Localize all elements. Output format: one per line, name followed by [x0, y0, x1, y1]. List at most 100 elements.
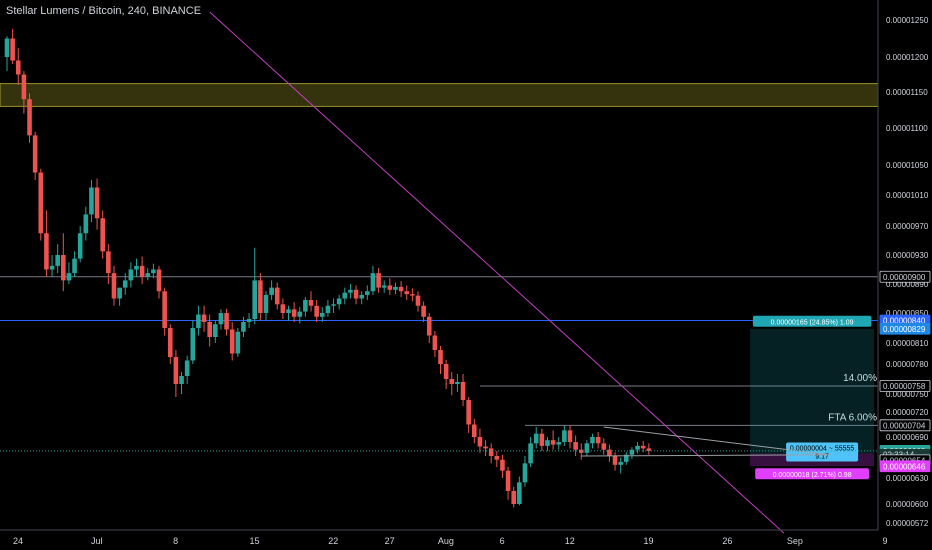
candle-body-2 [15, 60, 21, 75]
candle-body-112 [635, 445, 640, 450]
candle-body-108 [612, 456, 618, 465]
candle-body-109 [618, 461, 623, 465]
candle-body-17 [100, 218, 106, 252]
candle-body-102 [578, 449, 584, 453]
candle-body-0 [4, 38, 10, 57]
y-tick-label-4: 0.00001050 [886, 161, 929, 170]
candle-body-106 [601, 443, 607, 450]
candle-body-11 [66, 273, 72, 281]
candle-body-50 [286, 309, 291, 313]
chart-title: Stellar Lumens / Bitcoin, 240, BINANCE [6, 5, 202, 17]
y-tick-label-16: 0.00000630 [886, 474, 929, 483]
y-tick-label-17: 0.00000600 [886, 500, 929, 509]
target-label: 0.00000165 (24.85%) 1.09 [771, 319, 854, 326]
candle-body-77 [438, 350, 443, 364]
y-tick-label-7: 0.00000930 [886, 251, 929, 260]
x-tick-label-11: Sep [787, 536, 803, 546]
x-tick-label-3: 15 [249, 536, 259, 546]
candle-body-38 [218, 313, 224, 325]
candle-body-1 [10, 38, 15, 61]
candle-body-29 [167, 328, 173, 357]
price-tag-box-8 [879, 460, 931, 473]
candle-body-104 [590, 437, 595, 444]
candle-body-61 [348, 289, 353, 293]
triangle-lower-line [581, 454, 829, 457]
candle-body-89 [505, 470, 511, 491]
candle-body-42 [241, 322, 246, 332]
candle-body-87 [494, 456, 500, 460]
candle-body-7 [44, 233, 49, 270]
candle-body-48 [274, 287, 280, 305]
candle-body-12 [72, 258, 77, 274]
candle-body-5 [32, 135, 38, 173]
candle-body-16 [94, 187, 100, 219]
y-tick-label-11: 0.00000780 [886, 360, 929, 369]
candle-body-62 [353, 289, 359, 299]
candle-body-55 [314, 305, 319, 317]
candle-body-72 [410, 294, 415, 296]
y-tick-label-12: 0.00000750 [886, 390, 929, 399]
candle-body-18 [106, 251, 111, 274]
candle-body-73 [415, 295, 421, 306]
y-tick-label-18: 0.00000572 [886, 519, 929, 528]
candle-body-80 [455, 382, 460, 384]
candle-body-35 [201, 314, 207, 322]
candle-body-6 [38, 172, 44, 234]
candle-body-105 [595, 437, 601, 444]
candle-body-24 [139, 265, 145, 277]
price-tag-box-4 [879, 419, 931, 432]
candle-body-95 [539, 433, 545, 446]
candle-body-111 [629, 449, 635, 455]
candle-body-64 [365, 291, 370, 295]
y-tick-label-14: 0.00000690 [886, 433, 929, 442]
candle-body-36 [207, 322, 212, 337]
price-tag-8: 0.00000646 [883, 462, 926, 471]
candle-body-114 [646, 448, 652, 451]
stop-label: 0.00000018 (2.71%) 0.98 [773, 472, 852, 479]
y-tick-label-6: 0.00000970 [886, 222, 929, 231]
price-tag-3: 0.00000758 [883, 382, 926, 391]
candle-body-56 [319, 313, 325, 317]
candle-body-51 [291, 309, 297, 317]
candle-body-63 [359, 294, 364, 299]
candle-body-32 [184, 360, 190, 376]
candle-body-15 [89, 187, 94, 215]
candle-body-101 [573, 442, 578, 450]
x-tick-label-6: Aug [438, 536, 454, 546]
candle-body-58 [331, 304, 336, 306]
candle-body-86 [488, 448, 494, 456]
y-tick-label-9: 0.00000850 [886, 309, 929, 318]
candle-body-25 [145, 273, 151, 277]
level-label-2: 14.00% [843, 373, 877, 384]
candle-body-34 [196, 314, 201, 328]
y-tick-label-13: 0.00000720 [886, 408, 929, 417]
target-label-bg [752, 315, 872, 327]
candle-body-19 [111, 273, 117, 299]
candle-body-10 [61, 255, 66, 281]
candle-body-69 [393, 286, 398, 290]
price-tag-4: 0.00000704 [883, 421, 926, 430]
candle-body-92 [522, 463, 528, 483]
price-tag-1: 0.00000840 [883, 317, 926, 326]
profit-zone [750, 328, 875, 454]
candle-body-88 [500, 459, 505, 471]
candle-body-23 [134, 265, 139, 270]
candle-body-21 [122, 280, 128, 288]
candle-body-14 [83, 214, 89, 234]
candle-body-53 [303, 299, 308, 312]
candle-body-100 [567, 430, 573, 443]
candle-body-47 [269, 287, 274, 295]
price-tag-box-2 [879, 322, 931, 335]
level-label-3: FTA 6.00% [828, 412, 877, 423]
candle-body-4 [27, 99, 32, 136]
candle-body-96 [545, 440, 550, 446]
candle-body-26 [151, 269, 156, 274]
candle-body-60 [342, 292, 348, 299]
candle-body-76 [432, 335, 438, 350]
candle-body-98 [556, 442, 562, 445]
candle-body-9 [55, 255, 60, 266]
candle-body-28 [162, 291, 167, 328]
candle-body-75 [426, 316, 432, 336]
